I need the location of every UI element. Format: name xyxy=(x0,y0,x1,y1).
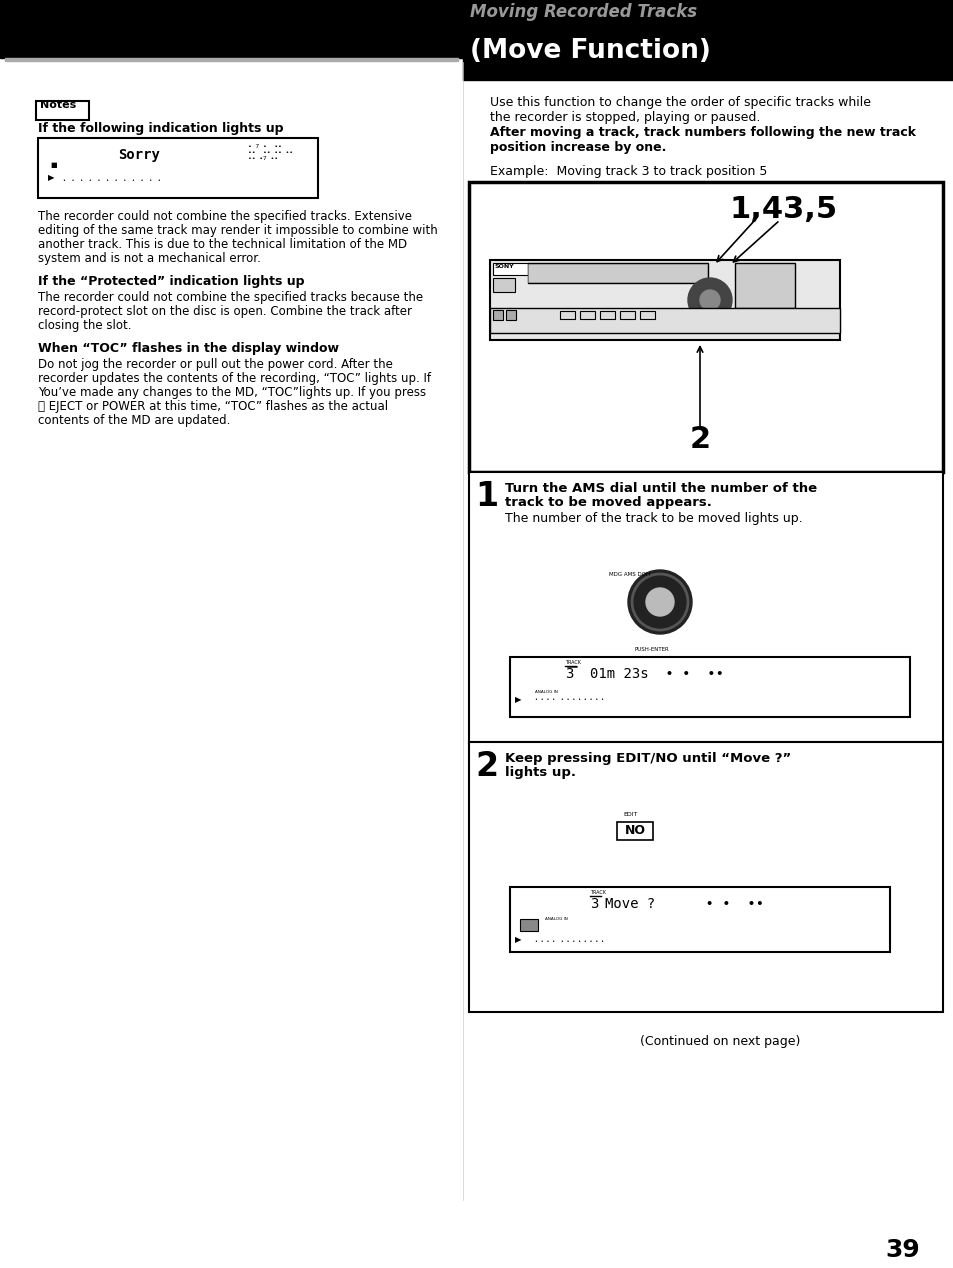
Text: The number of the track to be moved lights up.: The number of the track to be moved ligh… xyxy=(504,512,801,525)
Text: EDIT: EDIT xyxy=(622,812,637,817)
Bar xyxy=(490,260,840,340)
Text: track to be moved appears.: track to be moved appears. xyxy=(504,496,711,508)
Text: Notes: Notes xyxy=(40,100,76,110)
Text: • • • •  • • • • • • • •: • • • • • • • • • • • • xyxy=(535,940,603,943)
Text: TRACK: TRACK xyxy=(589,890,605,895)
Bar xyxy=(38,138,317,198)
Text: PUSH-ENTER: PUSH-ENTER xyxy=(635,647,669,652)
Bar xyxy=(579,311,595,320)
Text: Keep pressing EDIT/NO until “Move ?”: Keep pressing EDIT/NO until “Move ?” xyxy=(504,752,790,765)
Text: Moving Recorded Tracks: Moving Recorded Tracks xyxy=(470,3,697,22)
Bar xyxy=(527,262,707,283)
Text: another track. This is due to the technical limitation of the MD: another track. This is due to the techni… xyxy=(38,238,407,251)
Text: 01m 23s  • •  ••: 01m 23s • • •• xyxy=(589,667,723,681)
Bar xyxy=(734,262,794,308)
Text: 1: 1 xyxy=(475,481,497,514)
Bar xyxy=(462,0,953,80)
Text: ▶: ▶ xyxy=(515,695,521,704)
Text: position increase by one.: position increase by one. xyxy=(490,141,666,153)
Bar xyxy=(617,822,652,839)
Text: the recorder is stopped, playing or paused.: the recorder is stopped, playing or paus… xyxy=(490,112,760,124)
Text: •  •  •  •  •  •  •  •  •  •  •  •: • • • • • • • • • • • • xyxy=(63,178,161,183)
Bar xyxy=(527,264,706,281)
Bar xyxy=(5,58,457,61)
Text: ▶: ▶ xyxy=(515,935,521,943)
Bar xyxy=(519,919,537,931)
Bar xyxy=(469,183,942,472)
Bar xyxy=(490,308,840,333)
Bar xyxy=(510,888,889,952)
Text: MDG AMS DOH: MDG AMS DOH xyxy=(609,572,650,577)
Text: SONY: SONY xyxy=(495,264,515,269)
Bar xyxy=(0,0,953,58)
Bar xyxy=(493,278,515,292)
Text: Sorry: Sorry xyxy=(118,148,160,162)
Text: Example:  Moving track 3 to track position 5: Example: Moving track 3 to track positio… xyxy=(490,165,766,178)
Bar xyxy=(619,311,635,320)
Bar xyxy=(559,311,575,320)
Circle shape xyxy=(645,588,673,616)
Bar xyxy=(493,262,527,275)
Text: ▶: ▶ xyxy=(48,172,54,183)
Text: closing the slot.: closing the slot. xyxy=(38,320,132,332)
Bar xyxy=(505,309,516,320)
Bar xyxy=(493,309,502,320)
Text: 1,43,5: 1,43,5 xyxy=(729,195,838,224)
Circle shape xyxy=(700,290,720,309)
Circle shape xyxy=(627,571,691,634)
Bar xyxy=(639,311,655,320)
Text: Do not jog the recorder or pull out the power cord. After the: Do not jog the recorder or pull out the … xyxy=(38,358,393,372)
Text: ANALOG IN: ANALOG IN xyxy=(544,917,567,921)
Text: lights up.: lights up. xyxy=(504,766,576,779)
Text: ANALOG IN: ANALOG IN xyxy=(535,690,558,694)
Bar xyxy=(599,311,615,320)
Text: After moving a track, track numbers following the new track: After moving a track, track numbers foll… xyxy=(490,126,915,139)
Text: contents of the MD are updated.: contents of the MD are updated. xyxy=(38,413,230,427)
Text: If the following indication lights up: If the following indication lights up xyxy=(38,122,283,134)
Bar xyxy=(510,657,909,716)
Text: If the “Protected” indication lights up: If the “Protected” indication lights up xyxy=(38,275,304,288)
Text: Turn the AMS dial until the number of the: Turn the AMS dial until the number of th… xyxy=(504,482,817,495)
Text: recorder updates the contents of the recording, “TOC” lights up. If: recorder updates the contents of the rec… xyxy=(38,372,431,385)
Text: (Continued on next page): (Continued on next page) xyxy=(639,1035,800,1047)
Text: 2: 2 xyxy=(475,749,497,784)
Text: (Move Function): (Move Function) xyxy=(470,38,710,63)
Text: system and is not a mechanical error.: system and is not a mechanical error. xyxy=(38,252,260,265)
Text: 3: 3 xyxy=(589,896,598,910)
Text: ■: ■ xyxy=(50,162,56,167)
Text: TRACK: TRACK xyxy=(564,661,580,664)
Text: editing of the same track may render it impossible to combine with: editing of the same track may render it … xyxy=(38,224,437,237)
Bar xyxy=(469,742,942,1012)
Text: The recorder could not combine the specified tracks. Extensive: The recorder could not combine the speci… xyxy=(38,210,412,223)
Text: When “TOC” flashes in the display window: When “TOC” flashes in the display window xyxy=(38,342,338,355)
Text: Use this function to change the order of specific tracks while: Use this function to change the order of… xyxy=(490,96,870,109)
Text: 3: 3 xyxy=(564,667,573,681)
Text: 39: 39 xyxy=(884,1238,919,1262)
Text: ␧ EJECT or POWER at this time, “TOC” flashes as the actual: ␧ EJECT or POWER at this time, “TOC” fla… xyxy=(38,399,388,413)
FancyBboxPatch shape xyxy=(36,100,90,119)
Text: Move ?      • •  ••: Move ? • • •• xyxy=(604,896,763,910)
Text: • • • •  • • • • • • • •: • • • • • • • • • • • • xyxy=(535,697,603,702)
Text: You’ve made any changes to the MD, “TOC”lights up. If you press: You’ve made any changes to the MD, “TOC”… xyxy=(38,385,426,399)
Bar xyxy=(469,472,942,742)
Text: NO: NO xyxy=(624,824,645,837)
Circle shape xyxy=(687,278,731,322)
Text: 2: 2 xyxy=(689,425,710,454)
Text: The recorder could not combine the specified tracks because the: The recorder could not combine the speci… xyxy=(38,290,423,304)
Text: • 7 •  ••
••  •• •• ••
•• •7 ••: • 7 • •• •• •• •• •• •• •7 •• xyxy=(248,145,293,161)
Text: record-protect slot on the disc is open. Combine the track after: record-protect slot on the disc is open.… xyxy=(38,306,412,318)
